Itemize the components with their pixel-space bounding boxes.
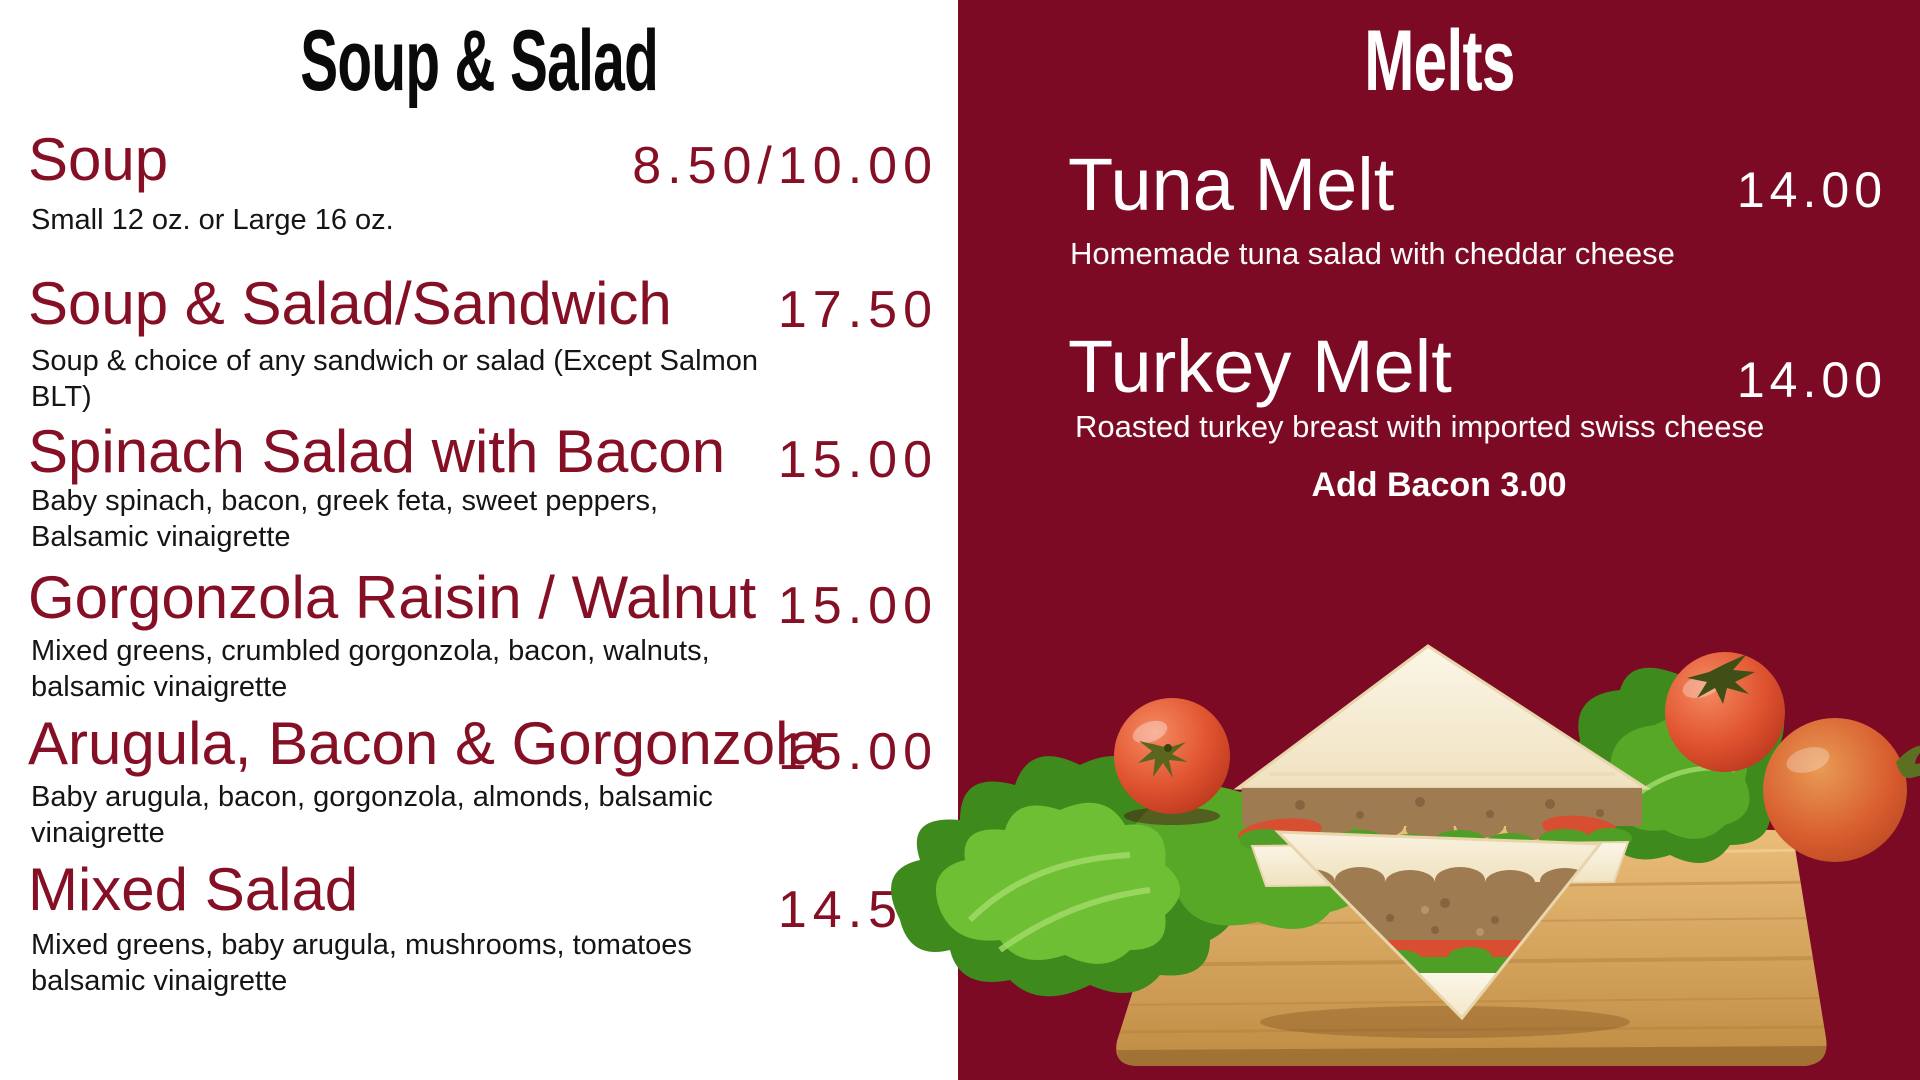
item-desc-gorgonzola-raisin: Mixed greens, crumbled gorgonzola, bacon… (31, 635, 710, 703)
item-name-tuna-melt: Tuna Melt (1068, 143, 1395, 226)
item-desc-tuna-melt: Homemade tuna salad with cheddar cheese (1070, 236, 1675, 271)
soup-salad-title: Soup & Salad (0, 18, 958, 104)
item-name-soup-salad-sandwich: Soup & Salad/Sandwich (28, 270, 672, 337)
item-desc-soup: Small 12 oz. or Large 16 oz. (31, 204, 394, 236)
tomato-right-bottom (1763, 718, 1920, 862)
item-price-gorgonzola-raisin: 15.00 (777, 577, 938, 635)
item-name-spinach-salad: Spinach Salad with Bacon (28, 418, 726, 485)
item-price-soup: 8.50/10.00 (632, 137, 938, 195)
item-name-soup: Soup (28, 126, 169, 193)
item-desc-soup-salad-sandwich: Soup & choice of any sandwich or salad (… (31, 345, 759, 413)
item-price-spinach-salad: 15.00 (777, 431, 938, 489)
item-price-turkey-melt: 14.00 (1736, 352, 1887, 408)
item-price-arugula-bacon: 15.00 (777, 723, 938, 781)
item-name-mixed-salad: Mixed Salad (28, 856, 359, 923)
tomato-left (1114, 698, 1230, 825)
lettuce-left-front-leaf (935, 802, 1180, 964)
tuna-sandwich-photo (891, 644, 1920, 1066)
item-name-gorgonzola-raisin: Gorgonzola Raisin / Walnut (28, 564, 757, 631)
item-desc-spinach-salad: Baby spinach, bacon, greek feta, sweet p… (31, 485, 659, 553)
melts-title-text: Melts (1363, 13, 1515, 109)
add-bacon-note: Add Bacon 3.00 (1311, 466, 1567, 504)
item-desc-mixed-salad: Mixed greens, baby arugula, mushrooms, t… (31, 929, 692, 997)
melts-title: Melts (958, 18, 1920, 104)
item-name-arugula-bacon: Arugula, Bacon & Gorgonzola (28, 710, 822, 777)
item-desc-turkey-melt: Roasted turkey breast with imported swis… (1075, 409, 1765, 444)
lettuce-left-veins (967, 852, 1151, 953)
item-price-tuna-melt: 14.00 (1736, 162, 1887, 218)
sandwich-shadow (1260, 1006, 1630, 1038)
item-name-turkey-melt: Turkey Melt (1068, 325, 1452, 408)
item-price-soup-salad-sandwich: 17.50 (777, 281, 938, 339)
tomato-right-top (1665, 652, 1785, 772)
soup-salad-title-text: Soup & Salad (300, 13, 659, 109)
item-desc-arugula-bacon: Baby arugula, bacon, gorgonzola, almonds… (31, 781, 713, 849)
